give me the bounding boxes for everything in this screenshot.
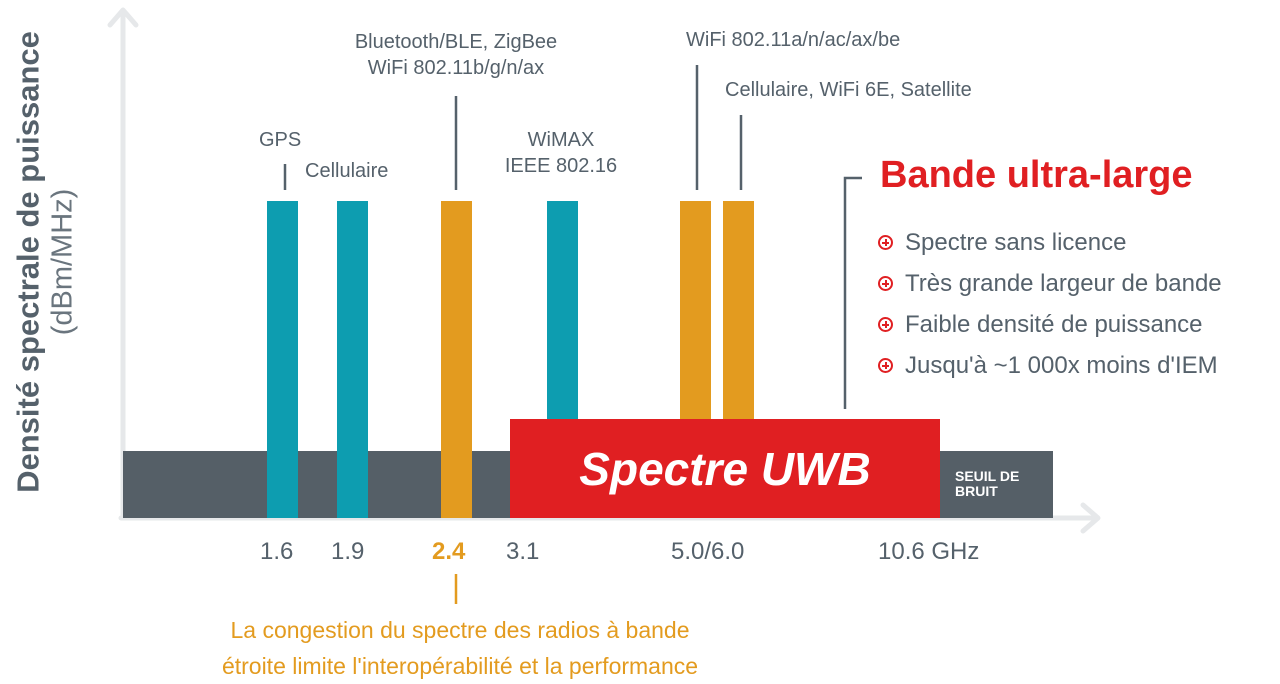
uwb-benefits-list: Spectre sans licence Très grande largeur…	[878, 222, 1222, 386]
list-item: Faible densité de puissance	[878, 304, 1222, 345]
bluetooth-label: Bluetooth/BLE, ZigBee WiFi 802.11b/g/n/a…	[354, 31, 558, 79]
x-tick-1-6: 1.6	[260, 538, 294, 565]
x-tick-1-9: 1.9	[331, 538, 365, 565]
x-tick-10-6: 10.6 GHz	[878, 538, 980, 565]
wimax-bar	[547, 201, 578, 419]
x-tick-5-6: 5.0/6.0	[671, 538, 745, 565]
x-tick-2-4: 2.4	[432, 538, 466, 565]
wifi6-label: Cellulaire, WiFi 6E, Satellite	[725, 79, 972, 101]
congestion-note: La congestion du spectre des radios à ba…	[221, 617, 699, 679]
uwb-block	[510, 419, 940, 518]
cellular-bar	[337, 201, 368, 518]
x-axis	[118, 502, 1101, 534]
uwb-bracket	[843, 176, 862, 409]
uwb-title: Bande ultra-large	[880, 154, 1193, 196]
y-axis-unit: (dBm/MHz)	[46, 188, 79, 336]
x-tick-3-1: 3.1	[506, 538, 540, 565]
wimax-label: WiMAX IEEE 802.16	[504, 129, 618, 177]
noise-floor-label: SEUIL DE BRUIT	[955, 468, 1020, 499]
list-item: Très grande largeur de bande	[878, 263, 1222, 304]
uwb-label: Spectre UWB	[579, 443, 871, 495]
list-item: Spectre sans licence	[878, 222, 1222, 263]
cellular-label: Cellulaire	[305, 160, 389, 182]
gps-bar	[267, 201, 298, 518]
gps-label: GPS	[259, 129, 302, 151]
bluetooth-bar	[441, 201, 472, 518]
list-item: Jusqu'à ~1 000x moins d'IEM	[878, 345, 1222, 386]
y-axis-title: Densité spectrale de puissance (dBm/MHz)	[0, 0, 90, 520]
plus-circle-icon	[878, 317, 893, 332]
wifi6-bar	[723, 201, 754, 419]
y-axis	[107, 7, 139, 521]
plus-circle-icon	[878, 235, 893, 250]
plus-circle-icon	[878, 276, 893, 291]
plus-circle-icon	[878, 358, 893, 373]
y-axis-label: Densité spectrale de puissance	[10, 31, 46, 493]
wifi5-bar	[680, 201, 711, 419]
wifi5-label: WiFi 802.11a/n/ac/ax/be	[686, 29, 901, 51]
leader-lines	[283, 65, 862, 409]
